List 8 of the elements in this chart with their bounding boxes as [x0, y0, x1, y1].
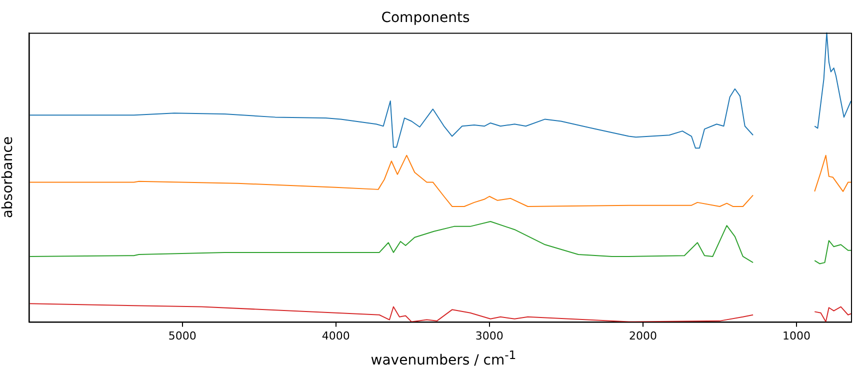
- x-tick-label: 5000: [168, 329, 196, 342]
- x-tick-label: 4000: [322, 329, 350, 342]
- x-tick-label: 1000: [782, 329, 810, 342]
- y-axis-title: absorbance: [0, 136, 16, 218]
- x-tick-label: 3000: [475, 329, 504, 342]
- chart-title: Components: [381, 10, 470, 26]
- x-tick-label: 2000: [628, 329, 657, 342]
- x-axis-title: wavenumbers / cm$^{-1}$: [370, 348, 518, 369]
